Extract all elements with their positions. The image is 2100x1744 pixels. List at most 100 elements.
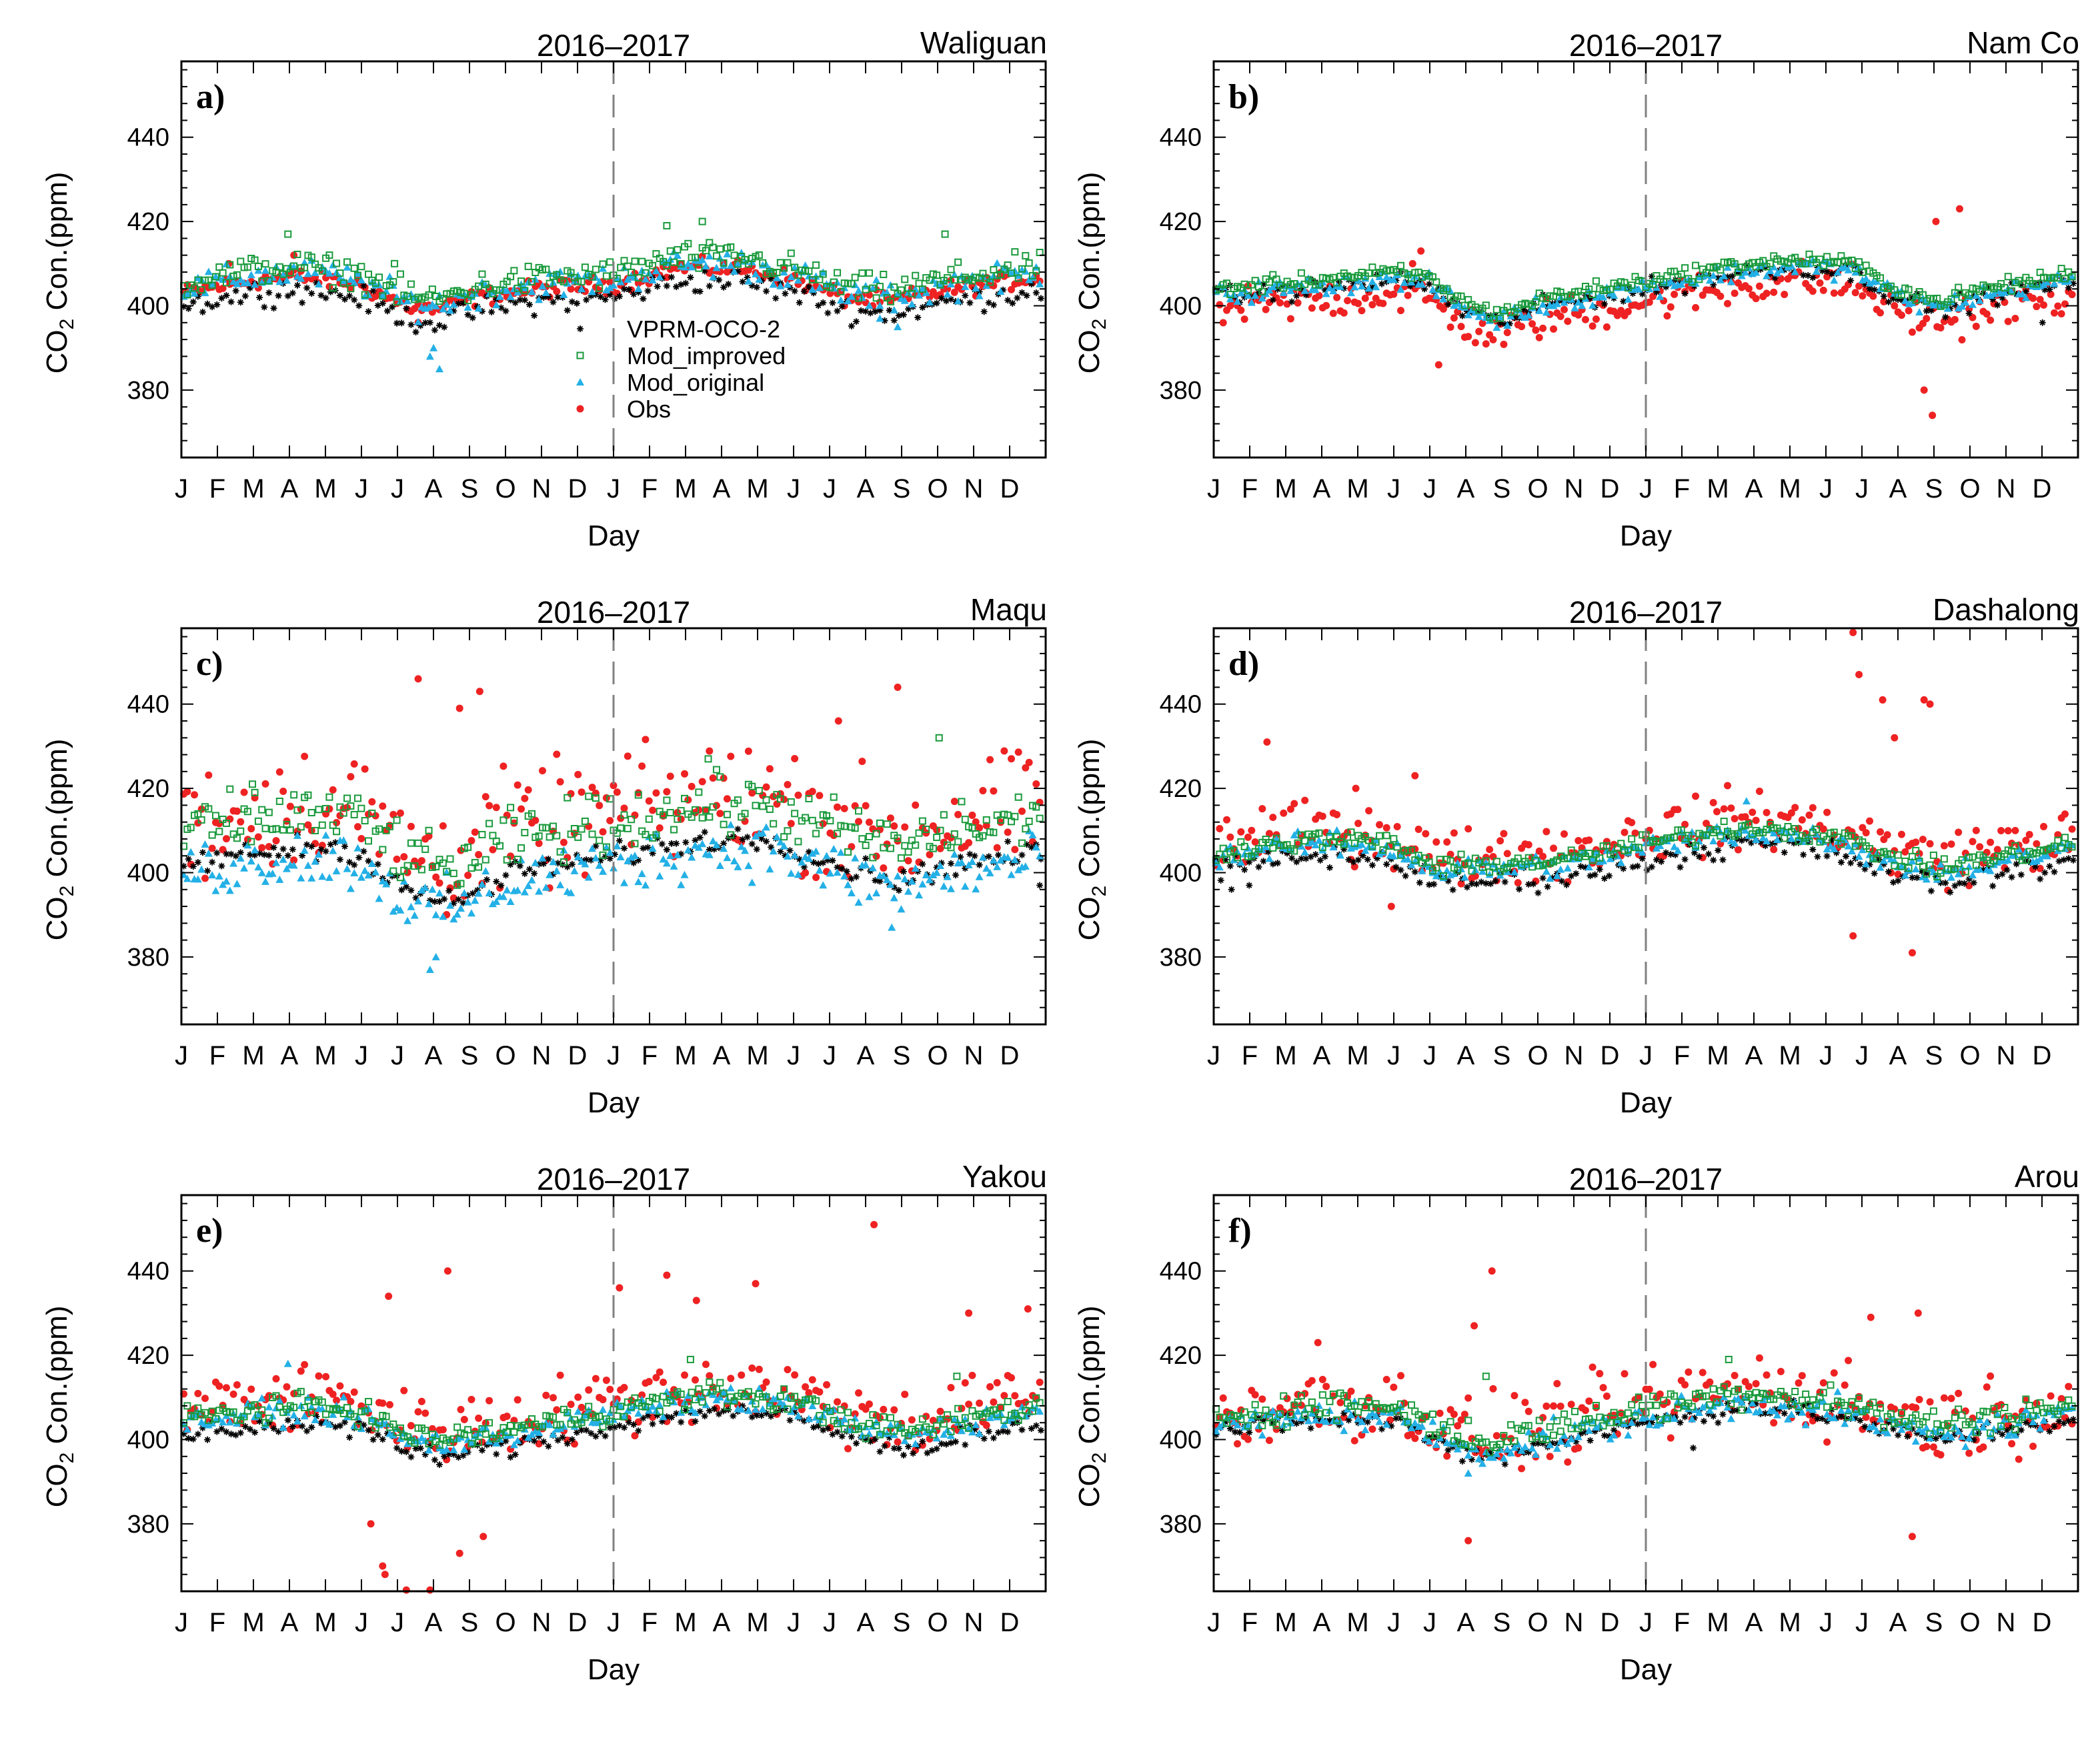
data-point	[567, 1401, 575, 1409]
data-point	[318, 872, 327, 880]
data-point	[1022, 764, 1030, 772]
data-point	[918, 817, 926, 825]
data-point	[403, 883, 410, 890]
data-point	[1350, 283, 1359, 291]
data-point	[993, 844, 1001, 852]
data-point	[211, 886, 220, 894]
data-point	[876, 301, 884, 309]
data-point	[1297, 269, 1305, 277]
data-point	[829, 299, 836, 307]
data-point	[826, 289, 834, 297]
data-point	[1028, 280, 1035, 287]
data-point	[251, 280, 259, 288]
data-point	[965, 839, 973, 847]
data-point	[351, 296, 358, 303]
data-point	[834, 1398, 842, 1406]
data-point	[1667, 277, 1675, 285]
data-point	[218, 862, 225, 870]
data-point	[634, 274, 642, 282]
month-tick-label: O	[927, 1041, 948, 1070]
data-point	[393, 1445, 401, 1452]
month-tick-label: M	[1346, 474, 1368, 504]
data-point	[701, 267, 708, 275]
data-point	[1446, 323, 1454, 331]
data-point	[815, 866, 824, 874]
data-point	[374, 860, 381, 868]
data-point	[1681, 264, 1689, 272]
data-point	[1958, 302, 1967, 310]
data-point	[254, 266, 263, 274]
data-point	[1671, 290, 1679, 298]
data-point	[1895, 296, 1902, 303]
data-point	[2043, 278, 2051, 286]
data-point	[986, 278, 994, 286]
data-point	[962, 292, 969, 299]
data-point	[876, 819, 884, 827]
data-point	[1036, 279, 1044, 287]
data-point	[1216, 825, 1224, 833]
data-point	[1018, 1426, 1026, 1433]
data-point	[431, 910, 440, 918]
data-point	[1329, 309, 1337, 317]
data-point	[710, 1405, 718, 1413]
month-tick-label: M	[1274, 474, 1296, 504]
data-point	[2033, 840, 2041, 848]
site-name: Dashalong	[1933, 592, 2079, 627]
data-point	[417, 322, 424, 329]
data-point	[503, 1413, 511, 1421]
data-point	[640, 844, 647, 852]
data-point	[990, 1398, 998, 1406]
data-point	[905, 305, 912, 313]
data-point	[638, 762, 646, 770]
month-tick-label: J	[1423, 1041, 1436, 1070]
data-point	[1357, 281, 1366, 289]
data-point	[1397, 307, 1405, 315]
data-point	[361, 765, 369, 773]
data-point	[223, 291, 230, 299]
data-point	[895, 312, 902, 319]
data-point	[848, 322, 855, 329]
data-point	[1009, 299, 1016, 307]
data-point	[726, 261, 735, 269]
data-point	[975, 872, 984, 880]
data-point	[692, 287, 699, 295]
data-point	[389, 810, 397, 818]
data-point	[830, 278, 838, 286]
data-point	[666, 809, 674, 817]
data-point	[602, 1433, 609, 1440]
data-point	[439, 305, 447, 313]
data-point	[716, 245, 724, 253]
data-point	[191, 284, 199, 292]
month-tick-label: S	[461, 474, 479, 504]
data-point	[464, 892, 471, 899]
data-point	[1587, 295, 1594, 302]
data-point	[1032, 267, 1040, 275]
data-point	[1823, 808, 1831, 816]
month-tick-label: J	[1855, 1041, 1869, 1070]
data-point	[478, 830, 486, 838]
data-point	[1368, 283, 1376, 291]
data-point	[407, 822, 415, 830]
data-point	[1681, 290, 1689, 297]
data-point	[521, 794, 529, 802]
month-tick-label: S	[1925, 1041, 1943, 1070]
data-point	[858, 307, 865, 314]
data-point	[1733, 269, 1741, 276]
data-point	[613, 788, 621, 796]
data-point	[2068, 291, 2076, 299]
data-point	[1715, 847, 1722, 854]
data-point	[1908, 328, 1916, 336]
data-point	[2069, 280, 2077, 287]
outlier-point	[1879, 696, 1887, 704]
data-point	[459, 1452, 467, 1459]
data-point	[583, 296, 590, 303]
data-point	[265, 289, 273, 296]
data-point	[752, 802, 760, 810]
data-point	[1620, 297, 1627, 305]
data-point	[375, 273, 383, 281]
y-tick-label: 420	[1160, 775, 1202, 803]
month-tick-label: N	[1564, 1041, 1584, 1070]
data-point	[2061, 834, 2069, 842]
month-tick-label: F	[1242, 1041, 1258, 1070]
data-point	[588, 830, 596, 838]
